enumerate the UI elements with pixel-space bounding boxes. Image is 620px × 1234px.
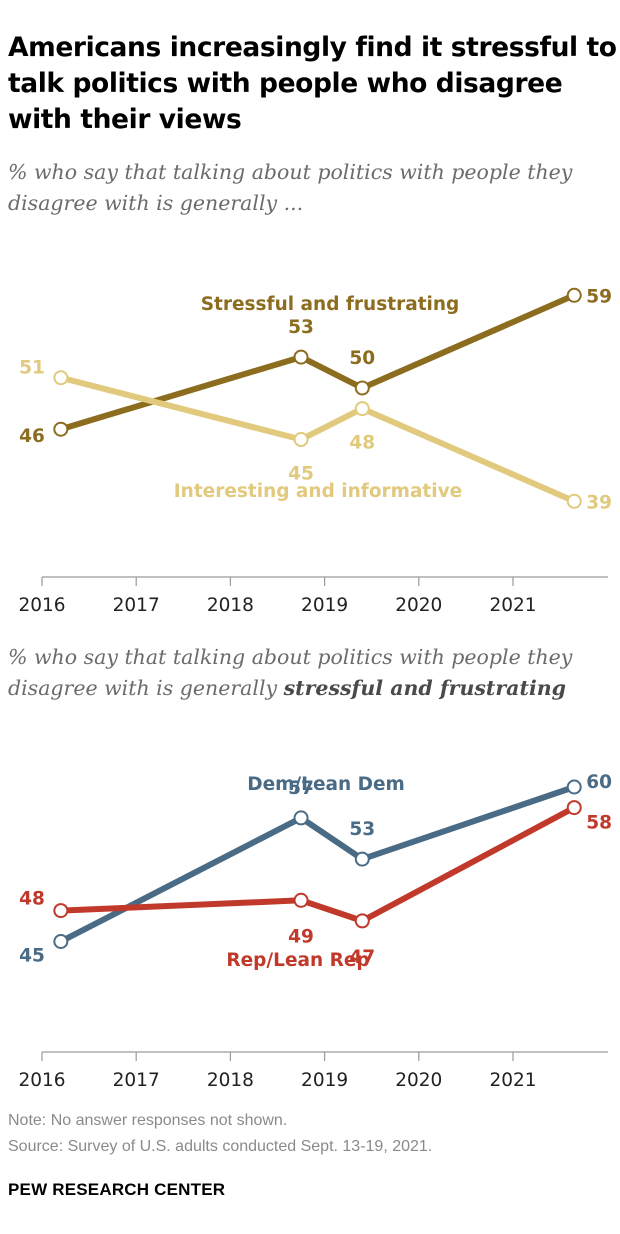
x-tick-label: 2019 (301, 1070, 348, 1091)
chart-source: Source: Survey of U.S. adults conducted … (8, 1138, 433, 1155)
data-value-label: 46 (19, 426, 45, 447)
chart-title: Americans increasingly find it stressful… (8, 32, 617, 135)
x-tick-label: 2019 (301, 595, 348, 616)
data-value-label: 47 (349, 947, 375, 968)
data-value-label: 49 (288, 926, 314, 947)
x-tick-label: 2017 (113, 1070, 160, 1091)
series-line (57, 804, 578, 924)
x-tick-label: 2018 (207, 595, 254, 616)
x-tick-label: 2021 (489, 1070, 536, 1091)
data-value-label: 48 (349, 433, 375, 454)
subtitle-bottom-emphasis: stressful and frustrating (283, 676, 566, 700)
subtitle-bottom-prefix: % who say that talking about politics wi… (8, 645, 573, 700)
data-point-marker (566, 287, 582, 303)
data-value-label: 45 (288, 464, 314, 485)
data-point-marker (354, 913, 370, 929)
publisher-brand: PEW RESEARCH CENTER (8, 1180, 226, 1199)
data-value-label: 53 (349, 819, 375, 840)
data-value-label: 39 (586, 492, 612, 513)
x-tick-label: 2020 (395, 1070, 442, 1091)
data-value-label: 50 (349, 348, 375, 369)
data-value-label: 60 (586, 772, 612, 793)
series-line (57, 374, 578, 505)
series-legend-label: Interesting and informative (174, 481, 462, 502)
chart-stress-vs-interest: 2016 2017 2018 2019 2020 2021 46 53 50 59 Stressfu… (18, 286, 612, 616)
x-tick-label: 2018 (207, 1070, 254, 1091)
series-line (57, 784, 578, 945)
data-point-marker (293, 892, 309, 908)
data-value-label: 53 (288, 317, 314, 338)
chart-subtitle-top: % who say that talking about politics wi… (8, 160, 573, 215)
data-value-label: 57 (288, 778, 314, 799)
data-value-label: 51 (19, 358, 45, 379)
data-value-label: 58 (586, 813, 612, 834)
data-point-marker (354, 851, 370, 867)
data-point-marker (354, 401, 370, 417)
data-point-marker (354, 380, 370, 396)
chart-stress-by-party: 2016 2017 2018 2019 2020 2021 45 57 53 60 Dem/Lean… (18, 772, 612, 1091)
series-legend-label: Stressful and frustrating (201, 294, 460, 315)
series-line (57, 292, 578, 433)
data-point-marker (53, 903, 69, 919)
series-legend-label: Dem/Lean Dem (247, 774, 405, 795)
data-point-marker (293, 432, 309, 447)
data-point-marker (566, 779, 582, 795)
data-point-marker (293, 349, 309, 365)
data-point-marker (566, 493, 582, 509)
chart-subtitle-bottom: % who say that talking about politics wi… (8, 642, 618, 704)
x-tick-label: 2017 (113, 595, 160, 616)
data-point-marker (53, 934, 69, 949)
x-tick-label: 2016 (18, 1070, 65, 1091)
data-point-marker (53, 421, 69, 437)
data-point-marker (566, 800, 582, 816)
series-legend-label: Rep/Lean Rep (226, 950, 369, 971)
data-value-label: 45 (19, 946, 45, 967)
x-tick-label: 2016 (18, 595, 65, 616)
x-tick-label: 2020 (395, 595, 442, 616)
data-point-marker (293, 810, 309, 826)
data-value-label: 48 (19, 889, 45, 910)
data-point-marker (53, 370, 69, 386)
data-value-label: 59 (586, 286, 612, 307)
x-tick-label: 2021 (489, 595, 536, 616)
chart-note: Note: No answer responses not shown. (8, 1112, 288, 1129)
